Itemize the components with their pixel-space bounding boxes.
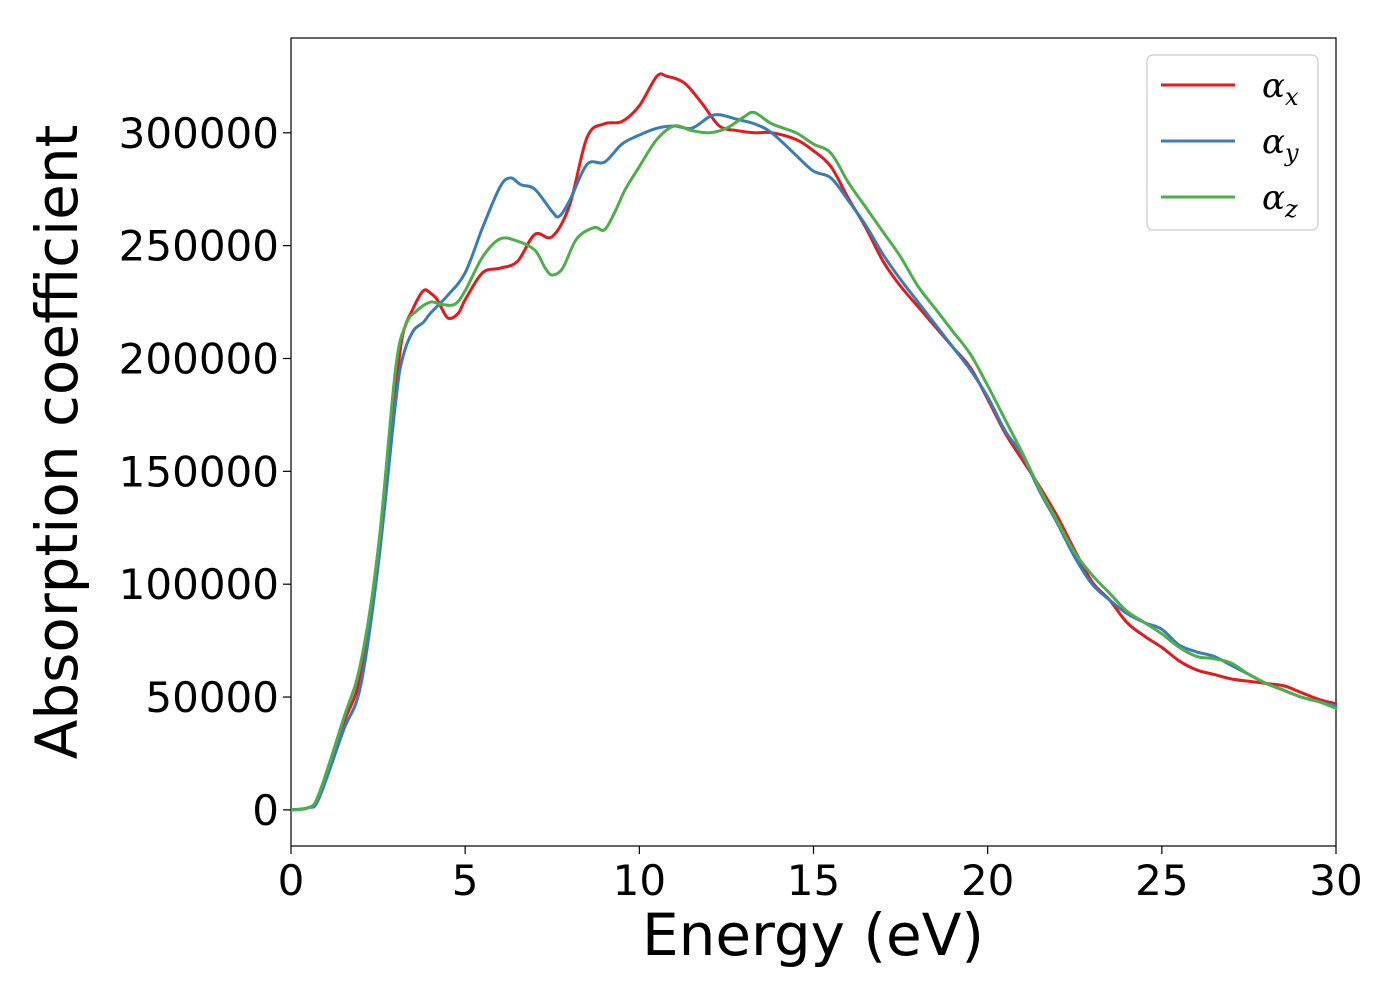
y-tick-label: 0 <box>252 786 279 835</box>
legend: αx αy αz <box>1146 54 1319 231</box>
x-tick-label: 10 <box>613 856 666 905</box>
series-line-z <box>289 110 1338 812</box>
y-axis-ticks: 0 50000 100000 150000 200000 250000 300000 <box>119 109 291 835</box>
y-tick-label: 200000 <box>119 334 279 383</box>
x-tick-label: 15 <box>787 856 840 905</box>
legend-label-z: αz <box>1262 178 1298 223</box>
x-tick-label: 20 <box>961 856 1014 905</box>
x-axis-label: Energy (eV) <box>642 901 984 969</box>
y-tick-label: 150000 <box>119 447 279 496</box>
x-tick-label: 0 <box>278 856 305 905</box>
legend-label-y: αy <box>1262 122 1299 167</box>
x-axis-ticks: 0 5 10 15 20 25 30 <box>278 846 1363 905</box>
series-lines <box>289 72 1338 812</box>
y-tick-label: 300000 <box>119 109 279 158</box>
y-tick-label: 100000 <box>119 560 279 609</box>
x-tick-label: 25 <box>1135 856 1188 905</box>
y-tick-label: 50000 <box>145 673 279 722</box>
series-line-x <box>289 72 1338 812</box>
y-axis-label: Absorption coefficient <box>23 125 91 760</box>
x-tick-label: 30 <box>1309 856 1362 905</box>
legend-label-x: αx <box>1262 66 1299 111</box>
x-tick-label: 5 <box>452 856 479 905</box>
y-tick-label: 250000 <box>119 222 279 271</box>
